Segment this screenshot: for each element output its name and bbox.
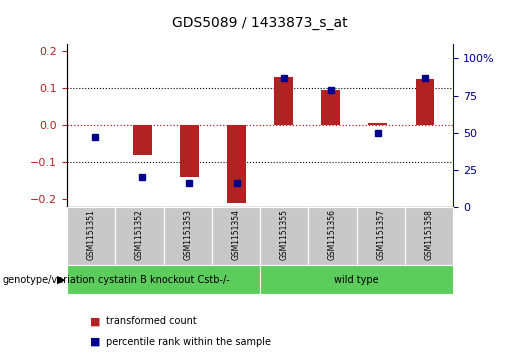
Text: percentile rank within the sample: percentile rank within the sample [106, 337, 270, 347]
Text: GSM1151357: GSM1151357 [376, 209, 385, 260]
Text: wild type: wild type [334, 274, 379, 285]
Text: GSM1151356: GSM1151356 [328, 209, 337, 260]
Bar [133, 125, 152, 155]
Bar [180, 125, 199, 177]
Text: ■: ■ [90, 316, 100, 326]
Text: GSM1151358: GSM1151358 [424, 209, 434, 260]
Bar [227, 125, 246, 203]
Text: GSM1151353: GSM1151353 [183, 209, 192, 260]
Text: GSM1151352: GSM1151352 [135, 209, 144, 260]
Text: ▶: ▶ [57, 274, 65, 285]
Bar [274, 77, 293, 125]
Text: cystatin B knockout Cstb-/-: cystatin B knockout Cstb-/- [98, 274, 229, 285]
Text: GSM1151351: GSM1151351 [87, 209, 96, 260]
Text: transformed count: transformed count [106, 316, 196, 326]
Text: GSM1151354: GSM1151354 [231, 209, 241, 260]
Bar [416, 79, 434, 125]
Bar [321, 90, 340, 125]
Bar [368, 123, 387, 125]
Text: ■: ■ [90, 337, 100, 347]
Text: GDS5089 / 1433873_s_at: GDS5089 / 1433873_s_at [172, 16, 348, 30]
Text: GSM1151355: GSM1151355 [280, 209, 289, 260]
Text: genotype/variation: genotype/variation [3, 274, 95, 285]
